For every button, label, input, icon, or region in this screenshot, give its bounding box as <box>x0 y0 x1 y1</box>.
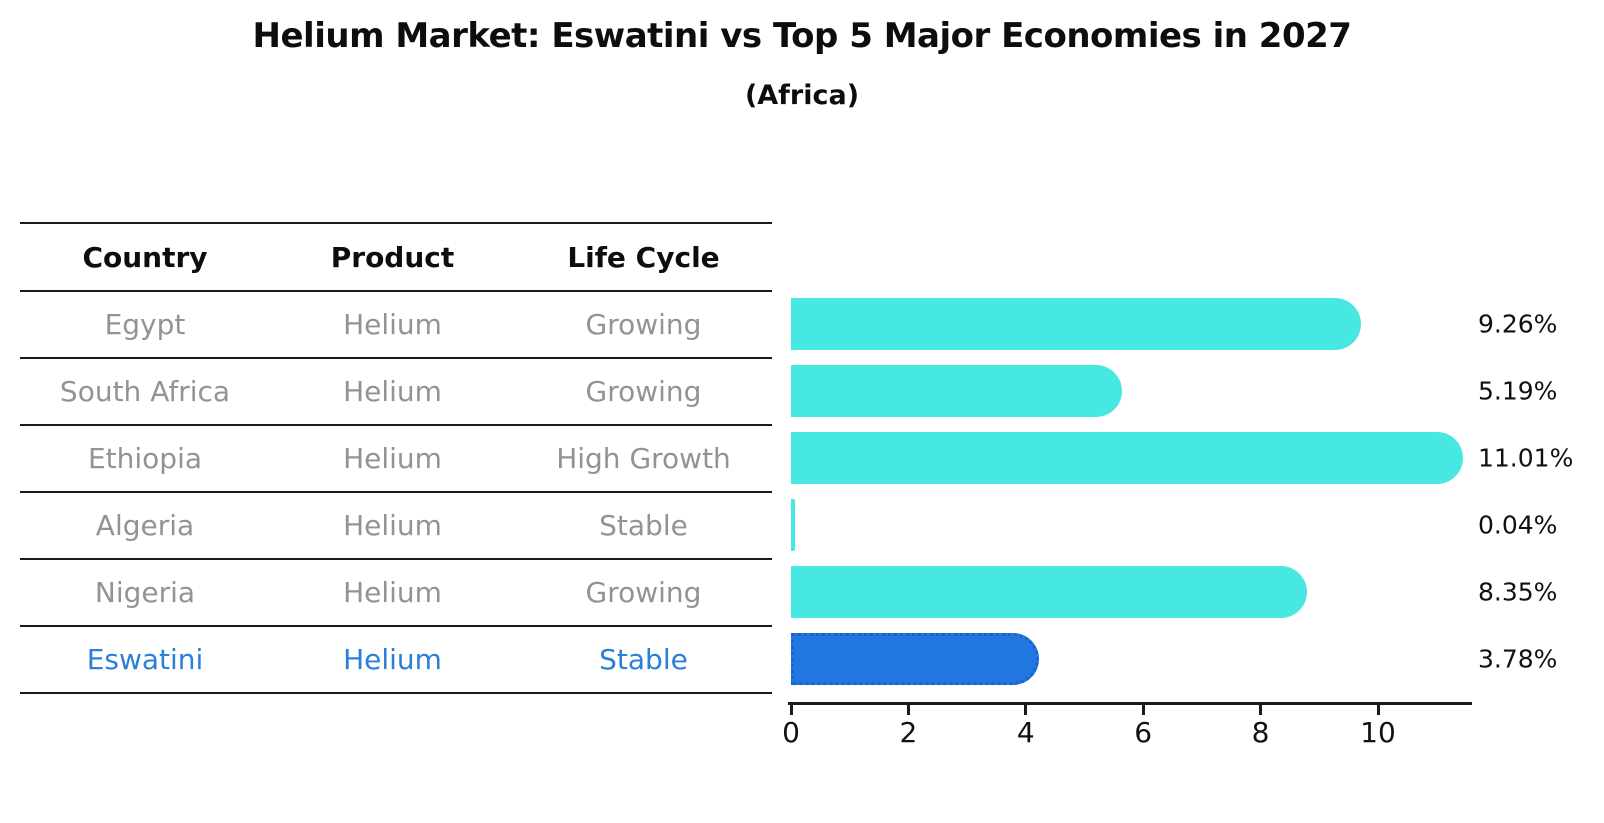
cell-country: Egypt <box>104 308 186 341</box>
table-row: Nigeria Helium Growing <box>20 560 772 627</box>
cell-product: Helium <box>343 375 442 408</box>
x-tick <box>1376 703 1380 715</box>
cell-life-cycle: High Growth <box>556 442 731 475</box>
cell-life-cycle: Stable <box>599 509 688 542</box>
cell-life-cycle: Growing <box>585 576 702 609</box>
table-body: Egypt Helium Growing South Africa Helium… <box>20 292 772 694</box>
value-label: 5.19% <box>1478 376 1558 405</box>
x-axis <box>788 702 1472 705</box>
cell-country: South Africa <box>59 375 231 408</box>
x-tick-label: 8 <box>1251 716 1270 749</box>
value-label: 9.26% <box>1478 309 1558 338</box>
x-tick <box>1259 703 1263 715</box>
bar-egypt <box>791 297 1361 350</box>
x-tick-label: 0 <box>782 716 800 749</box>
table-row: Algeria Helium Stable <box>20 493 772 560</box>
value-label: 11.01% <box>1478 443 1574 472</box>
bar-south-africa <box>791 364 1122 417</box>
bar-ethiopia <box>791 431 1464 484</box>
x-tick-label: 6 <box>1134 716 1153 749</box>
cell-country: Eswatini <box>86 643 204 676</box>
bar-nigeria <box>791 565 1308 618</box>
chart-subtitle: (Africa) <box>744 80 860 111</box>
x-tick <box>906 703 910 715</box>
value-label: 3.78% <box>1478 644 1558 673</box>
column-header-country: Country <box>82 240 208 274</box>
x-tick-label: 10 <box>1360 716 1396 749</box>
column-header-product: Product <box>330 240 455 274</box>
cell-country: Algeria <box>95 509 195 542</box>
x-tick-label: 2 <box>899 716 918 749</box>
value-label: 0.04% <box>1478 510 1558 539</box>
table-header-row: Country Product Life Cycle <box>20 224 772 292</box>
value-label: 8.35% <box>1478 577 1558 606</box>
column-header-life-cycle: Life Cycle <box>567 240 720 274</box>
cell-life-cycle: Growing <box>585 308 702 341</box>
cell-life-cycle: Stable <box>599 643 688 676</box>
x-tick-label: 4 <box>1016 716 1035 749</box>
cell-country: Nigeria <box>94 576 196 609</box>
cell-product: Helium <box>343 643 442 676</box>
cell-product: Helium <box>343 509 442 542</box>
chart-title: Helium Market: Eswatini vs Top 5 Major E… <box>252 16 1352 56</box>
x-tick <box>789 703 793 715</box>
cell-life-cycle: Growing <box>585 375 702 408</box>
bar-algeria <box>791 498 795 551</box>
cell-product: Helium <box>343 576 442 609</box>
table-row: Ethiopia Helium High Growth <box>20 426 772 493</box>
cell-country: Ethiopia <box>87 442 203 475</box>
x-tick <box>1141 703 1145 715</box>
country-table: Country Product Life Cycle Egypt Helium … <box>20 222 772 694</box>
cell-product: Helium <box>343 308 442 341</box>
table-row: Egypt Helium Growing <box>20 292 772 359</box>
table-row: South Africa Helium Growing <box>20 359 772 426</box>
bar-eswatini <box>791 632 1039 685</box>
x-tick <box>1024 703 1028 715</box>
cell-product: Helium <box>343 442 442 475</box>
table-row: Eswatini Helium Stable <box>20 627 772 694</box>
